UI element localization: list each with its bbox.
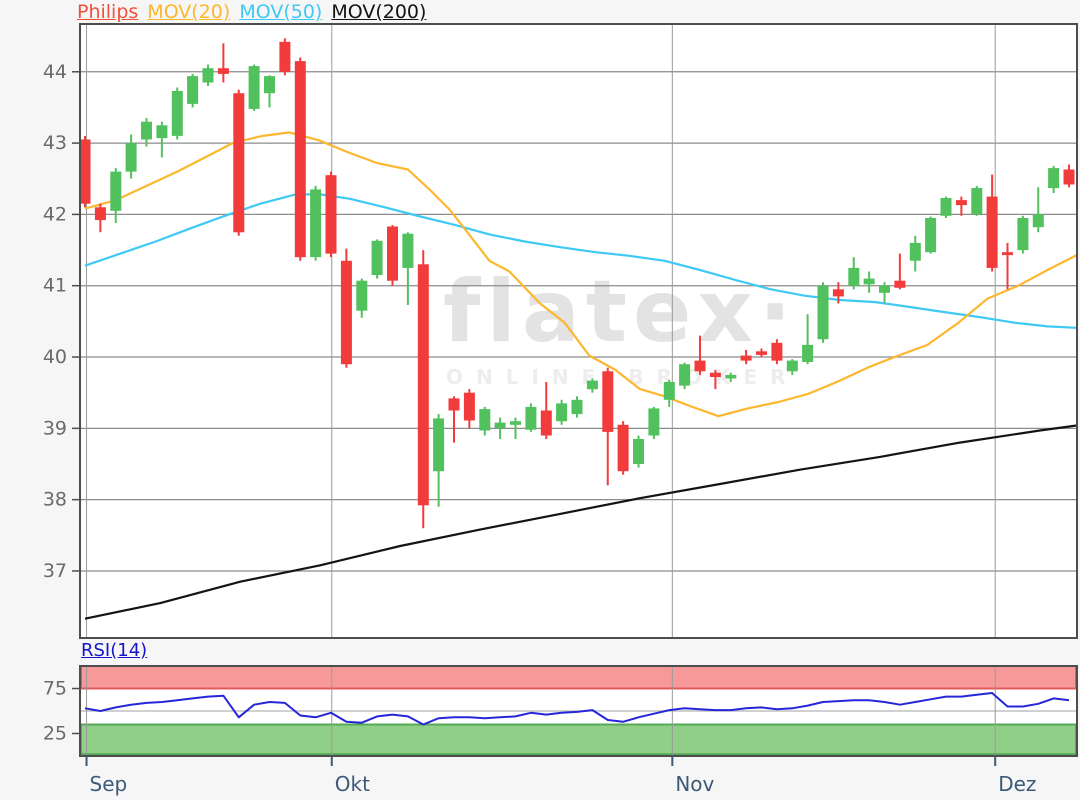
candle-body [494, 422, 506, 429]
candle-body [756, 351, 767, 355]
candle-body [371, 240, 383, 275]
legend-item-philips[interactable]: Philips [77, 1, 139, 23]
candle-body [463, 392, 475, 421]
candle-body [817, 285, 829, 340]
candle-body [802, 344, 814, 362]
month-label: Nov [675, 772, 714, 796]
candle-body [602, 371, 614, 432]
candle-body [433, 418, 445, 472]
rsi-indicator-label[interactable]: RSI(14) [81, 640, 148, 661]
rsi-axis-label: 25 [43, 723, 67, 745]
y-axis-label: 39 [43, 417, 67, 439]
candle-body [233, 93, 245, 233]
candle-body [540, 410, 552, 436]
candle-body [141, 121, 152, 140]
candle-body [617, 424, 629, 472]
y-axis-label: 41 [43, 275, 67, 297]
candle-body [448, 398, 460, 411]
month-label: Sep [90, 772, 128, 796]
candle-body [740, 355, 752, 361]
candle-body [310, 189, 322, 258]
candle-body [986, 196, 998, 268]
ma-line-mov200 [84, 424, 1077, 620]
candle-body [264, 76, 275, 94]
candle-body [340, 260, 352, 365]
ma-line-mov20 [84, 131, 1078, 418]
candle-body [633, 439, 644, 464]
chart-legend: Philips MOV(20) MOV(50) MOV(200) [77, 1, 435, 23]
rsi-line [84, 692, 1070, 726]
candle-body [725, 374, 737, 379]
candle-body [879, 285, 890, 293]
candle-body [1002, 252, 1013, 256]
candle-body [279, 41, 291, 72]
candle-body [955, 200, 967, 206]
rsi-oversold-band [80, 723, 1077, 756]
candle-body [217, 68, 229, 74]
candle-body [510, 421, 521, 425]
candle-body [356, 280, 368, 311]
candle-body [863, 278, 875, 285]
main-panel-border [79, 23, 1078, 639]
candle-body [586, 380, 598, 390]
candle-body [786, 360, 798, 372]
legend-item-mov50[interactable]: MOV(50) [239, 1, 323, 23]
candle-body [771, 342, 783, 361]
candle-body [971, 188, 983, 215]
candle-body [171, 91, 183, 136]
y-axis-label: 44 [43, 61, 67, 83]
candle-body [94, 207, 106, 221]
candle-body [1048, 168, 1060, 189]
rsi-panel-border [79, 665, 1078, 757]
candle-body [479, 409, 491, 431]
candle-body [648, 408, 660, 436]
candle-body [694, 360, 706, 372]
y-axis-label: 38 [43, 489, 67, 511]
candle-body [417, 264, 429, 506]
y-axis-label: 37 [43, 560, 67, 582]
candle-body [1063, 169, 1075, 185]
candle-body [294, 61, 306, 258]
candle-body [663, 382, 675, 400]
candle-body [525, 406, 537, 430]
candle-body [325, 175, 337, 254]
candle-body [248, 66, 260, 109]
y-axis-label: 43 [43, 132, 67, 154]
watermark-logo: flatex· [443, 262, 798, 362]
candle-body [202, 68, 214, 83]
main-chart-panel [80, 24, 1077, 638]
rsi-overbought-band [80, 665, 1077, 690]
candle-body [940, 198, 952, 216]
candle-body [110, 171, 122, 211]
candle-body [848, 267, 860, 286]
candle-body [909, 242, 921, 261]
candle-body [709, 372, 721, 377]
candle-body [571, 399, 583, 415]
candle-body [556, 403, 568, 422]
candle-body [679, 364, 691, 386]
candle-body [187, 76, 199, 104]
candle-body [402, 233, 414, 268]
rsi-axis-label: 75 [43, 678, 67, 700]
legend-item-mov20[interactable]: MOV(20) [147, 1, 231, 23]
month-label: Okt [335, 772, 370, 796]
candle-body [925, 218, 937, 253]
y-axis-label: 40 [43, 346, 67, 368]
candle-body [156, 125, 168, 139]
candle-body [894, 280, 906, 288]
watermark-tagline: ONLINE BROKER [446, 365, 799, 389]
candle-body [79, 139, 91, 204]
y-axis-label: 42 [43, 203, 67, 225]
candle-body [1032, 214, 1044, 228]
candle-body [832, 289, 844, 297]
month-label: Dez [998, 772, 1036, 796]
candle-body [1017, 218, 1029, 251]
candle-body [387, 226, 398, 281]
candle-body [125, 143, 137, 172]
legend-item-mov200[interactable]: MOV(200) [331, 1, 427, 23]
ma-line-mov50 [84, 193, 1077, 329]
